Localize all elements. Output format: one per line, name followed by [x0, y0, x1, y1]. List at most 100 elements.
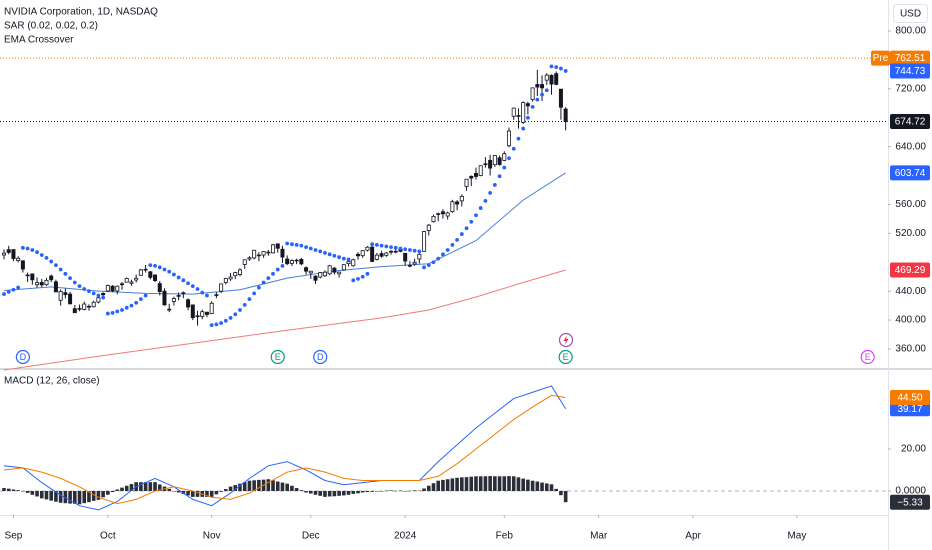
sar-dot	[445, 248, 450, 252]
sar-dot	[77, 284, 82, 289]
histogram-bar	[25, 490, 30, 493]
histogram-bar	[63, 490, 68, 504]
histogram-bar	[398, 490, 403, 492]
candle-body-up	[44, 280, 49, 286]
sar-tag-box	[890, 63, 930, 79]
candle-body-down	[455, 201, 460, 205]
premarket-tag-box	[890, 50, 930, 66]
histogram-bar	[157, 484, 162, 491]
sar-dot	[507, 156, 511, 161]
sar-dot	[540, 92, 544, 97]
sar-dot	[167, 269, 172, 274]
candle-body-down	[436, 213, 441, 215]
sar-dot	[521, 126, 526, 131]
sar-dot	[25, 246, 30, 251]
histogram-bar	[11, 489, 16, 491]
sar-dot	[356, 276, 360, 281]
news-icon[interactable]	[558, 332, 574, 348]
candle-body-up	[426, 224, 431, 231]
sar-dot	[549, 64, 554, 69]
candle-body-up	[25, 274, 30, 277]
histogram-bar	[535, 481, 540, 491]
candle-body-down	[525, 103, 530, 107]
histogram-bar	[403, 490, 407, 492]
histogram-bar	[266, 479, 271, 491]
histogram-bar	[412, 490, 417, 491]
histogram-bar	[474, 476, 478, 491]
candle-body-down	[157, 283, 162, 293]
sar-dot	[39, 253, 44, 257]
candle-body-up	[511, 107, 516, 117]
event-badge	[860, 349, 875, 365]
news-icon-bolt[interactable]	[563, 335, 569, 345]
candle-body-up	[200, 311, 205, 317]
histogram-bar	[6, 488, 11, 491]
sar-dot	[554, 65, 559, 70]
histogram-bar	[346, 490, 351, 495]
sar-dot	[308, 246, 313, 251]
candle-body-up	[16, 257, 21, 262]
sar-dot	[200, 290, 205, 295]
candle-body-up	[492, 155, 497, 166]
candle-body-up	[124, 278, 129, 283]
candle-body-up	[412, 261, 417, 265]
candle-body-up	[35, 282, 40, 286]
macd-tag-text: 44.50	[897, 393, 922, 404]
candle-body-down	[186, 299, 191, 308]
sar-dot	[143, 293, 148, 298]
candle-body-down	[370, 246, 375, 262]
histogram-bar	[304, 490, 308, 493]
candle-body-down	[143, 268, 148, 271]
y-tick-label: 720.00	[895, 83, 926, 94]
histogram-bar	[139, 482, 143, 491]
histogram-bar	[129, 484, 134, 491]
histogram-bar	[488, 476, 492, 491]
sar-dot	[469, 219, 474, 224]
sar-dot	[559, 66, 563, 71]
histogram-bar	[445, 479, 450, 491]
sar-dot	[11, 287, 16, 292]
candle-body-down	[554, 73, 559, 85]
candle-body-up	[417, 253, 422, 260]
y-tick-label: 360.00	[895, 344, 926, 355]
candle-body-up	[384, 252, 389, 256]
ema-legend: EMA Crossover	[4, 35, 74, 46]
candle-body-up	[318, 272, 323, 278]
histogram-bar	[294, 488, 299, 491]
candle-body-down	[558, 88, 563, 108]
premarket-tag-name: Pre	[873, 53, 889, 64]
candle-body-up	[341, 264, 346, 271]
histogram-bar	[167, 488, 171, 491]
sar-dot	[223, 318, 228, 323]
candle-body-down	[473, 172, 478, 177]
sar-dot	[195, 287, 200, 291]
candle-body-down	[488, 159, 493, 169]
histogram-bar	[252, 480, 256, 491]
histogram-bar	[299, 490, 304, 491]
currency[interactable]: USD	[900, 9, 921, 20]
sar-dot	[252, 291, 257, 296]
sar-dot	[374, 243, 379, 247]
ema-line	[3, 269, 566, 371]
candle-body-up	[209, 302, 214, 314]
histogram-bar	[143, 482, 148, 491]
candle-body-up	[228, 276, 233, 280]
candle-body-up	[322, 271, 327, 277]
candle-body-up	[450, 201, 455, 212]
sar-dot	[54, 263, 58, 268]
candle-body-up	[233, 272, 238, 277]
candle-body-up	[96, 297, 101, 303]
candle-body-down	[39, 282, 44, 286]
histogram-bar	[242, 482, 247, 491]
candle-body-down	[563, 108, 568, 122]
histogram-bar	[280, 482, 285, 491]
sar-dot	[313, 248, 318, 252]
sar-dot	[247, 297, 252, 302]
candle-body-up	[346, 261, 351, 264]
sar-dot	[91, 291, 96, 296]
candle-body-down	[280, 248, 285, 258]
sar-dot	[256, 285, 261, 290]
sar-dot	[511, 146, 516, 151]
histogram-bar	[379, 490, 384, 492]
currency-button[interactable]	[893, 4, 928, 23]
